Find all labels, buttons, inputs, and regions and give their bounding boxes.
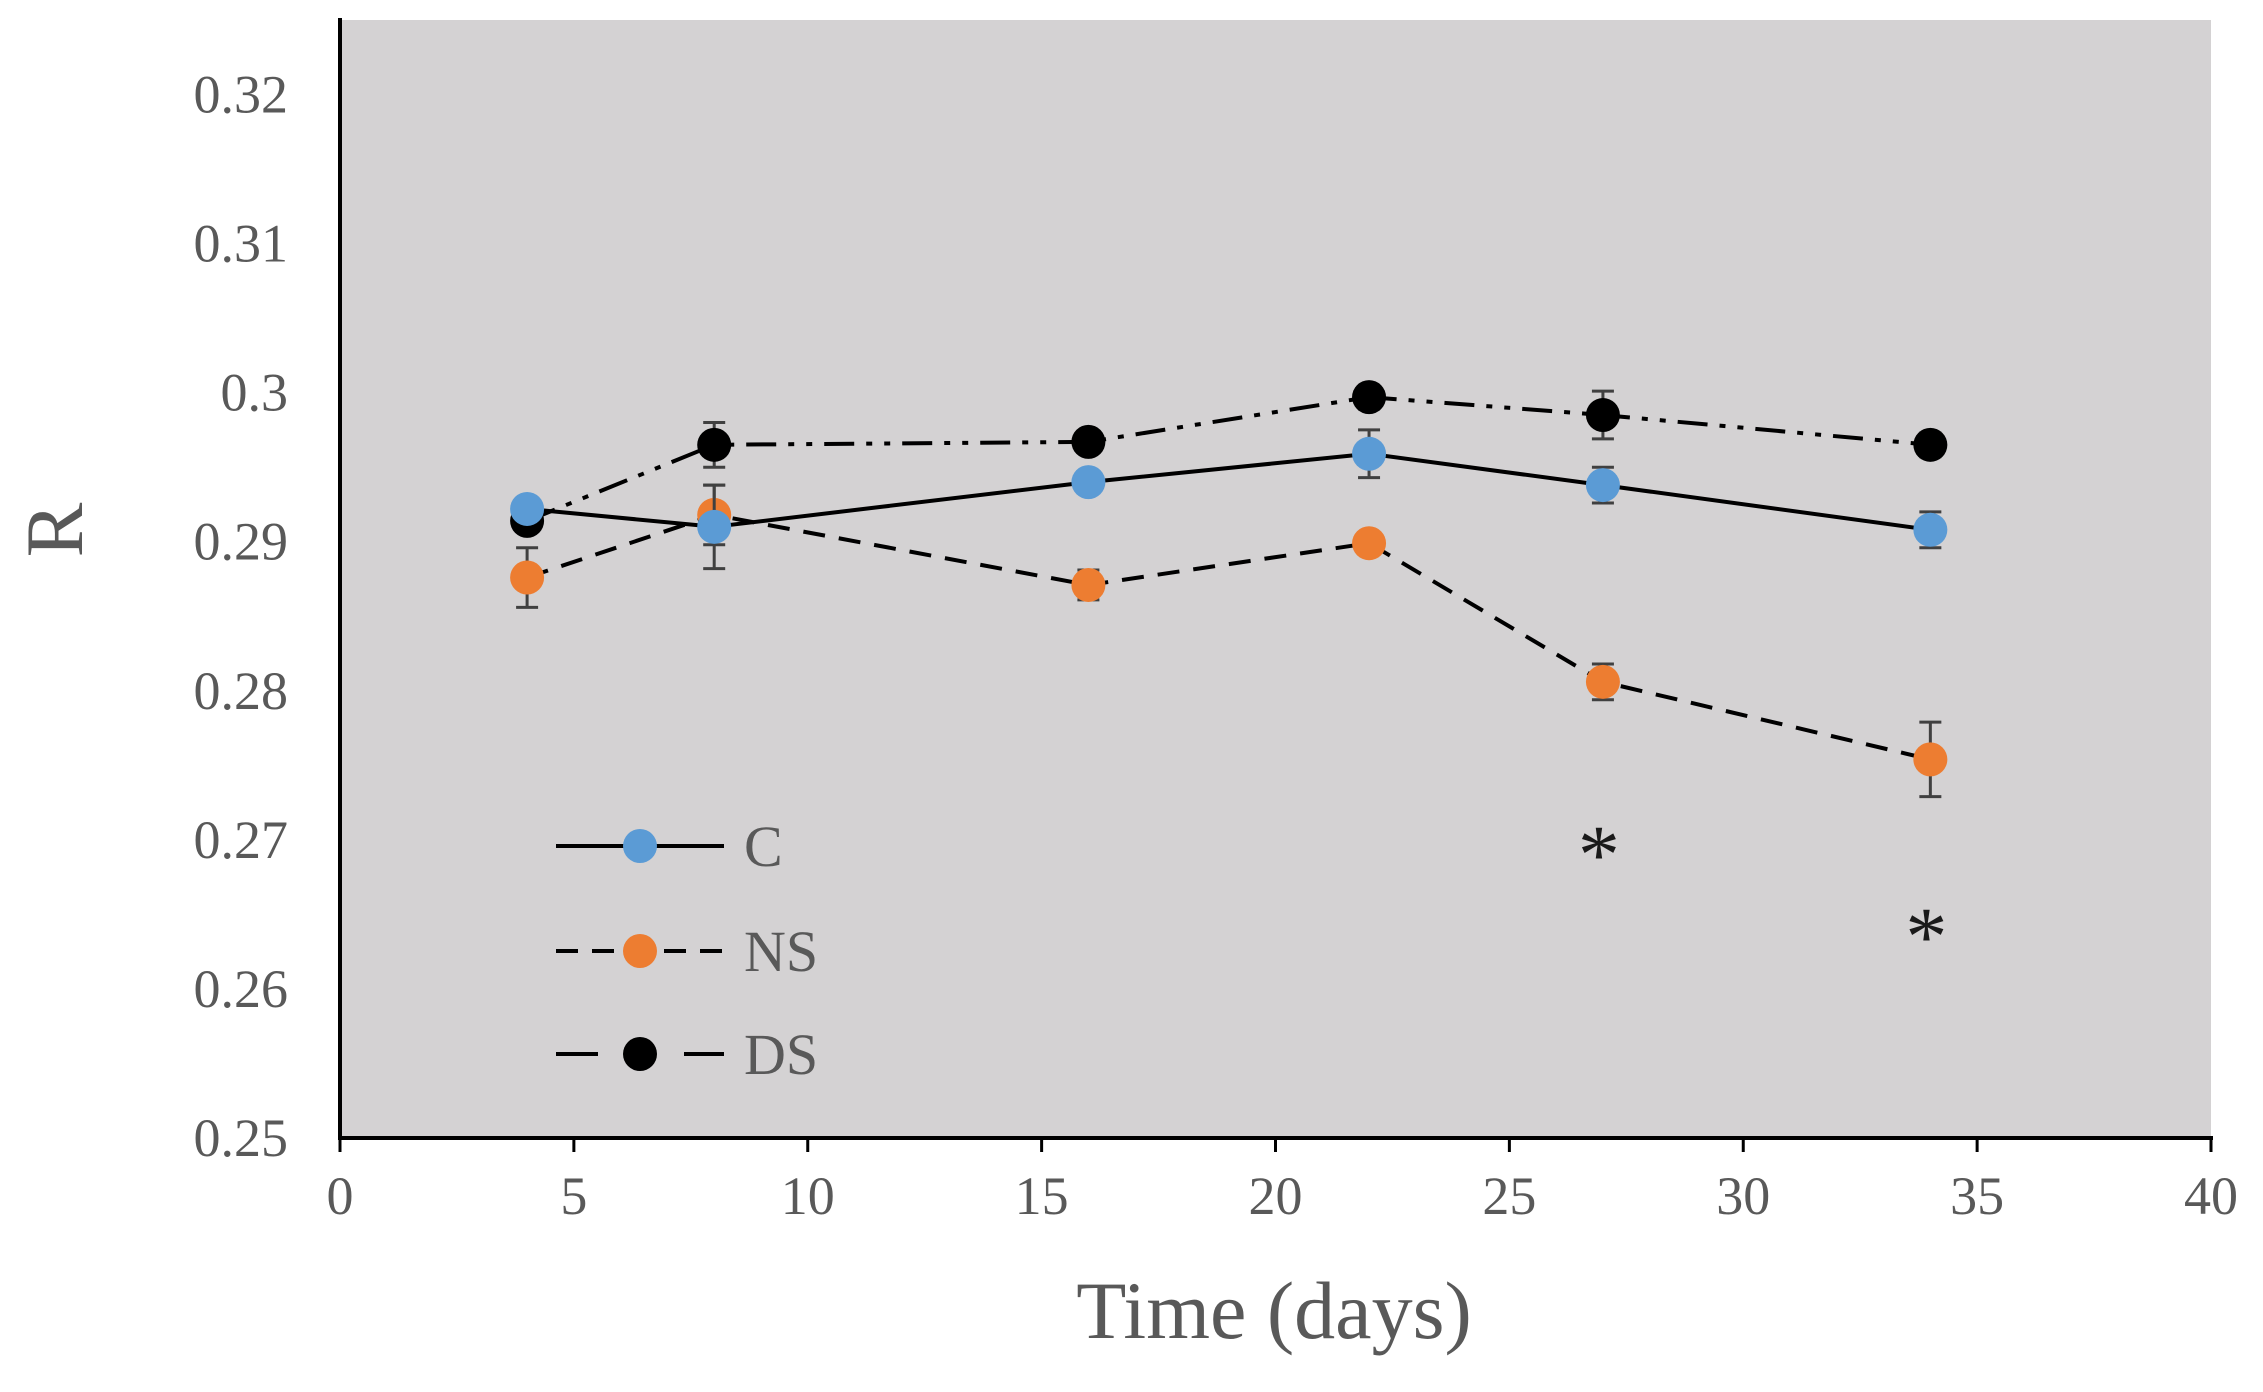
y-tick-label: 0.3 [221, 363, 289, 423]
legend-label: DS [744, 1022, 818, 1087]
legend-label: C [744, 814, 783, 879]
data-point-C [1913, 512, 1948, 547]
data-point-C [1585, 468, 1620, 503]
legend-marker [623, 829, 657, 863]
data-point-C [697, 509, 732, 544]
legend-marker [623, 934, 657, 968]
legend-item-NS: NS [556, 919, 818, 984]
y-tick-label: 0.25 [194, 1108, 289, 1168]
data-point-C [1352, 436, 1387, 471]
series-C [510, 428, 1948, 571]
series-line-DS [526, 395, 1931, 523]
significance-asterisk: * [1578, 808, 1620, 901]
x-tick-label: 20 [1249, 1166, 1303, 1226]
x-axis-title: Time (days) [1076, 1265, 1472, 1356]
x-tick-label: 5 [560, 1166, 587, 1226]
x-tick-label: 0 [327, 1166, 354, 1226]
y-tick-label: 0.31 [194, 214, 289, 274]
data-point-NS [1913, 742, 1948, 777]
data-point-NS [1585, 664, 1620, 699]
x-tick-label: 25 [1482, 1166, 1536, 1226]
x-tick-label: 15 [1015, 1166, 1069, 1226]
y-tick-label: 0.32 [194, 65, 289, 125]
data-point-NS [510, 560, 545, 595]
x-tick-label: 10 [781, 1166, 835, 1226]
y-tick-label: 0.26 [194, 959, 289, 1019]
data-point-DS [1913, 427, 1948, 462]
legend-item-C: C [556, 814, 783, 879]
y-axis-title: R [9, 502, 100, 557]
data-point-C [1071, 465, 1106, 500]
legend-marker [623, 1037, 657, 1071]
data-point-DS [1352, 380, 1387, 415]
data-point-DS [1071, 424, 1106, 459]
legend-item-DS: DS [556, 1022, 818, 1087]
x-tick-label: 35 [1950, 1166, 2004, 1226]
y-tick-label: 0.29 [194, 512, 289, 572]
data-point-C [510, 491, 545, 526]
y-tick-label: 0.27 [194, 810, 289, 870]
data-point-NS [1071, 567, 1106, 602]
series-line-C [526, 451, 1931, 532]
data-point-NS [1352, 526, 1387, 561]
x-tick-label: 30 [1716, 1166, 1770, 1226]
y-tick-label: 0.28 [194, 661, 289, 721]
x-tick-label: 40 [2184, 1166, 2238, 1226]
data-point-DS [697, 427, 732, 462]
data-point-DS [1585, 398, 1620, 433]
significance-asterisk: * [1905, 890, 1947, 983]
legend-label: NS [744, 919, 818, 984]
